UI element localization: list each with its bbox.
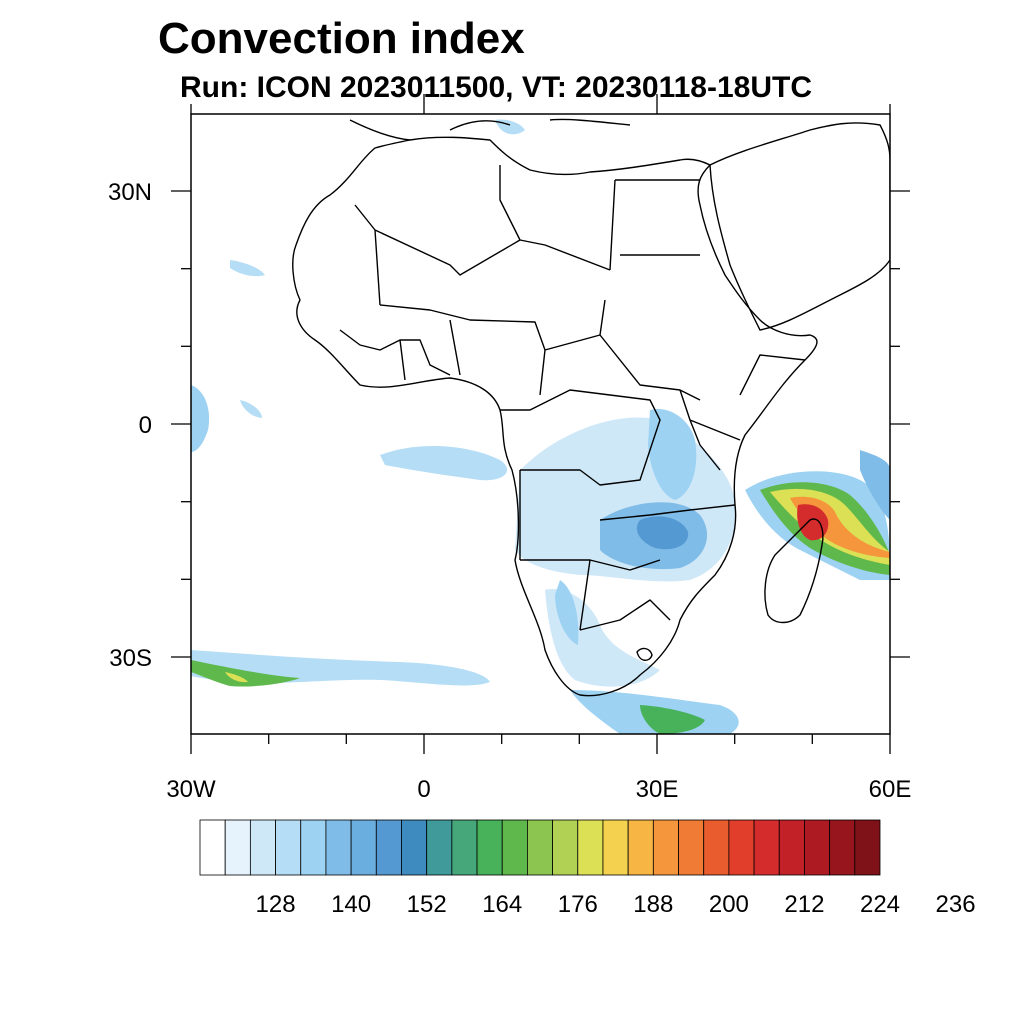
colorbar: 128 140 152 164 176 188 200 212 224 236	[199, 819, 976, 918]
convection-area-southeast-core	[640, 705, 705, 734]
lon-label-0: 0	[417, 776, 430, 803]
colorbar-swatch	[325, 819, 352, 876]
convection-area-gabon-band	[380, 445, 508, 481]
convection-area-zambia-core	[636, 516, 689, 550]
colorbar-swatch	[728, 819, 755, 876]
arabia-outline	[709, 122, 890, 331]
colorbar-label: 152	[407, 891, 447, 918]
southern-border-1	[519, 470, 661, 631]
central-border	[544, 299, 701, 401]
sahel-border	[379, 304, 546, 396]
colorbar-swatch	[602, 819, 629, 876]
coastlines	[292, 118, 890, 697]
convection-area-atlantic-west	[230, 260, 265, 277]
colorbar-swatch	[652, 819, 679, 876]
convection-area-east-edge	[860, 450, 890, 520]
lon-label-30e: 30E	[636, 776, 679, 803]
colorbar-swatch	[778, 819, 805, 876]
colorbar-label: 212	[784, 891, 824, 918]
colorbar-swatch	[401, 819, 428, 876]
colorbar-swatch	[300, 819, 327, 876]
africa-outline	[292, 136, 818, 697]
sahara-border-2	[499, 165, 700, 271]
colorbar-swatch	[224, 819, 251, 876]
map-panel: 30W 0 30E 60E 30N 0 30S	[108, 94, 911, 803]
map-background	[191, 114, 890, 734]
lesotho-outline	[636, 647, 653, 661]
east-border	[679, 354, 806, 471]
convection-area-namibia	[555, 580, 579, 645]
colorbar-swatch	[753, 819, 780, 876]
lat-label-30n: 30N	[108, 179, 152, 206]
colorbar-swatch	[703, 819, 730, 876]
colorbar-label: 200	[709, 891, 749, 918]
colorbar-swatch	[627, 819, 654, 876]
colorbar-swatch	[476, 819, 503, 876]
colorbar-swatch	[451, 819, 478, 876]
colorbar-label: 176	[558, 891, 598, 918]
colorbar-swatch	[426, 819, 453, 876]
colorbar-swatch	[804, 819, 831, 876]
lon-label-30w: 30W	[166, 776, 216, 803]
chart-subtitle: Run: ICON 2023011500, VT: 20230118-18UTC	[180, 71, 813, 104]
southern-border-2	[579, 504, 736, 631]
convection-area-south-ocean-core	[191, 660, 300, 687]
axis-ticks	[171, 94, 910, 754]
lat-axis-labels: 30N 0 30S	[108, 179, 152, 672]
colorbar-swatch	[577, 819, 604, 876]
colorbar-label: 140	[331, 891, 371, 918]
colorbar-swatch	[375, 819, 402, 876]
sahara-border-1	[354, 204, 611, 306]
lat-label-30s: 30S	[109, 645, 152, 672]
convection-field	[191, 119, 890, 734]
convection-area-south-ocean-yellow	[225, 672, 248, 683]
west-africa-border	[339, 319, 461, 381]
convection-area-atlantic-small	[240, 400, 262, 418]
colorbar-swatch	[199, 819, 226, 876]
convection-area-cyclone-core	[797, 504, 829, 541]
colorbar-label: 164	[482, 891, 522, 918]
colorbar-label: 128	[256, 891, 296, 918]
madagascar-outline	[764, 518, 824, 624]
colorbar-swatch	[275, 819, 302, 876]
lon-label-60e: 60E	[869, 776, 912, 803]
convection-area-west-edge	[191, 385, 210, 452]
colorbar-swatch	[350, 819, 377, 876]
colorbar-swatch	[249, 819, 276, 876]
colorbar-swatch	[829, 819, 856, 876]
colorbar-swatch	[854, 819, 881, 876]
chart-title: Convection index	[158, 14, 525, 63]
colorbar-label: 188	[633, 891, 673, 918]
colorbar-swatch	[501, 819, 528, 876]
congo-border	[500, 389, 661, 486]
colorbar-swatch	[552, 819, 579, 876]
lat-label-0: 0	[139, 412, 152, 439]
colorbar-label: 224	[860, 891, 900, 918]
convection-area-lakes	[648, 409, 697, 500]
lon-axis-labels: 30W 0 30E 60E	[166, 776, 911, 803]
colorbar-swatch	[527, 819, 553, 876]
mediterranean-coast	[349, 118, 631, 141]
colorbar-label: 236	[936, 891, 976, 918]
colorbar-swatch	[678, 819, 705, 876]
